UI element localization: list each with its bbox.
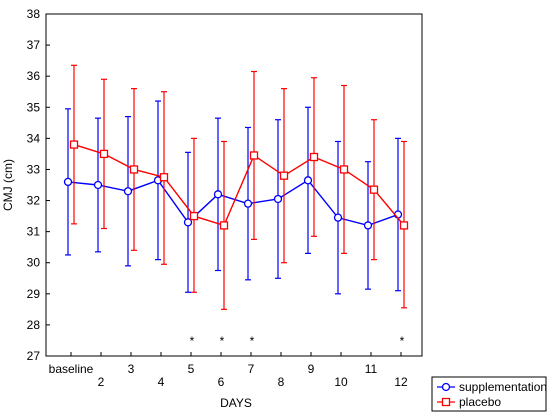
data-point bbox=[129, 165, 139, 174]
data-point bbox=[369, 185, 379, 194]
data-point bbox=[189, 211, 199, 221]
y-tick-label: 34 bbox=[27, 131, 41, 145]
data-point bbox=[363, 221, 373, 230]
series-placebo bbox=[69, 64, 409, 310]
legend: supplementation placebo bbox=[431, 376, 547, 412]
y-tick-label: 38 bbox=[27, 7, 41, 21]
data-point bbox=[219, 221, 229, 230]
x-axis: baseline 2 3 4 5 6 7 8 9 10 11 12 bbox=[49, 352, 408, 389]
legend-label-supplementation: supplementation bbox=[459, 380, 547, 394]
y-axis: 27 28 29 30 31 32 33 34 35 36 37 38 bbox=[27, 7, 50, 363]
data-point bbox=[303, 176, 313, 185]
data-point bbox=[249, 151, 259, 160]
data-point bbox=[123, 187, 133, 196]
legend-item-supplementation: supplementation bbox=[437, 380, 547, 394]
x-tick-label: 11 bbox=[365, 362, 378, 376]
data-point bbox=[309, 152, 319, 162]
significance-star: * bbox=[220, 334, 225, 348]
data-point bbox=[333, 213, 343, 222]
x-tick-label: 10 bbox=[334, 375, 348, 389]
data-point bbox=[183, 218, 193, 227]
y-tick-label: 32 bbox=[27, 194, 41, 208]
x-tick-label: 5 bbox=[188, 362, 195, 376]
data-point bbox=[159, 173, 169, 182]
legend-marker-supplementation bbox=[441, 382, 451, 392]
annotation-layer: * * * * bbox=[190, 334, 405, 348]
data-point bbox=[99, 149, 109, 159]
y-tick-label: 33 bbox=[27, 162, 41, 176]
x-tick-label: 12 bbox=[394, 375, 408, 389]
legend-label-placebo: placebo bbox=[459, 395, 501, 409]
plot-frame bbox=[45, 13, 423, 357]
data-point bbox=[399, 221, 409, 230]
y-tick-label: 29 bbox=[27, 287, 41, 301]
series-line bbox=[73, 143, 405, 227]
data-point bbox=[273, 194, 283, 204]
x-tick-label: 6 bbox=[218, 375, 225, 389]
x-tick-label: baseline bbox=[49, 362, 94, 376]
data-point bbox=[63, 177, 73, 187]
series-line bbox=[67, 179, 399, 227]
y-tick-label: 27 bbox=[27, 349, 41, 363]
legend-item-placebo: placebo bbox=[437, 395, 501, 409]
x-axis-title: DAYS bbox=[220, 396, 252, 410]
series-supplementation bbox=[63, 100, 403, 295]
y-tick-label: 30 bbox=[27, 256, 41, 270]
data-point bbox=[213, 190, 223, 199]
data-point bbox=[93, 180, 103, 190]
data-point bbox=[69, 140, 79, 149]
significance-star: * bbox=[190, 334, 195, 348]
legend-marker-placebo bbox=[441, 397, 451, 407]
y-tick-label: 28 bbox=[27, 318, 41, 332]
data-point bbox=[339, 165, 349, 174]
y-tick-label: 36 bbox=[27, 69, 41, 83]
significance-star: * bbox=[400, 334, 405, 348]
y-tick-label: 35 bbox=[27, 100, 41, 114]
y-tick-label: 37 bbox=[27, 38, 41, 52]
x-tick-label: 3 bbox=[128, 362, 135, 376]
x-tick-label: 2 bbox=[98, 375, 105, 389]
y-axis-title: CMJ (cm) bbox=[1, 159, 15, 211]
significance-star: * bbox=[250, 334, 255, 348]
legend-box bbox=[431, 376, 547, 412]
x-tick-label: 7 bbox=[248, 362, 255, 376]
data-point bbox=[279, 171, 289, 180]
data-point bbox=[243, 199, 253, 208]
x-tick-label: 4 bbox=[158, 375, 165, 389]
y-tick-label: 31 bbox=[27, 225, 41, 239]
series-layer bbox=[63, 64, 409, 310]
x-tick-label: 8 bbox=[278, 375, 285, 389]
x-tick-label: 9 bbox=[308, 362, 315, 376]
